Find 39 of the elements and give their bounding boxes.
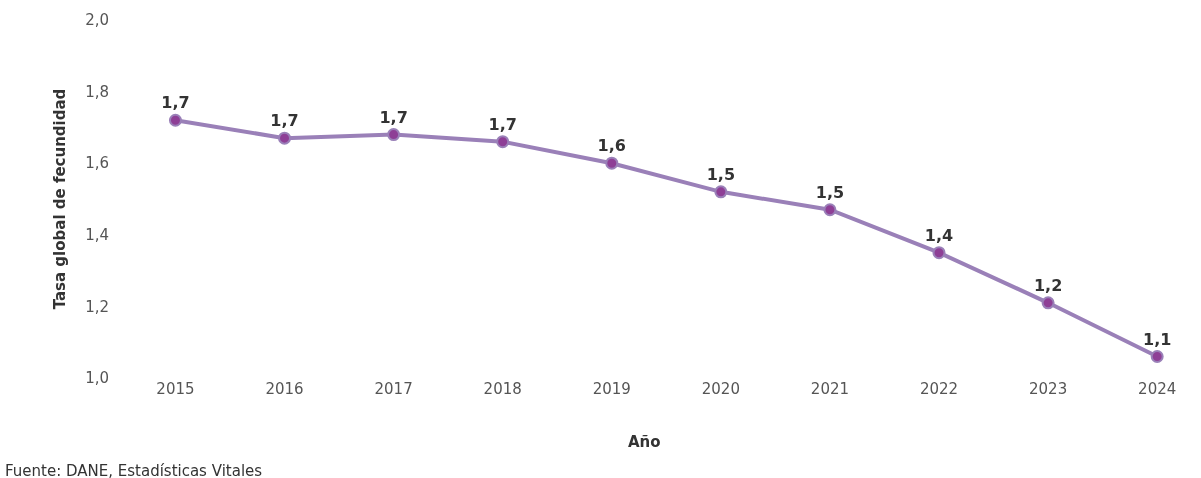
data-label: 1,5 [706, 164, 736, 184]
x-tick-label: 2023 [1029, 380, 1068, 398]
point [496, 135, 510, 149]
x-axis-title: Año [628, 433, 661, 451]
x-tick-label: 2024 [1138, 380, 1177, 398]
point [387, 128, 401, 142]
data-label: 1,7 [161, 93, 190, 113]
data-label: 1,6 [597, 136, 626, 156]
point [168, 113, 182, 127]
point [1041, 296, 1055, 310]
y-tick-label: 1,0 [85, 369, 109, 388]
x-tick-label: 2018 [483, 380, 522, 398]
data-label: 1,7 [270, 111, 299, 131]
point [714, 185, 728, 199]
x-tick-label: 2016 [265, 380, 304, 398]
data-label: 1,1 [1143, 329, 1172, 349]
source-note: Fuente: DANE, Estadísticas Vitales [5, 462, 263, 478]
point [605, 156, 619, 170]
data-label: 1,5 [815, 182, 845, 202]
x-tick-label: 2017 [374, 380, 413, 398]
y-tick-label: 2,0 [85, 11, 109, 30]
point [278, 131, 292, 145]
y-tick-label: 1,8 [85, 82, 109, 101]
data-label: 1,2 [1033, 275, 1063, 295]
y-axis-title: Tasa global de fecundidad [51, 88, 70, 310]
x-tick-label: 2022 [919, 380, 959, 398]
data-label: 1,7 [379, 107, 408, 127]
x-tick-label: 2019 [592, 380, 631, 398]
y-tick-label: 1,6 [85, 154, 109, 173]
data-label: 1,7 [488, 114, 517, 134]
x-tick-label: 2020 [701, 380, 740, 398]
data-label: 1,4 [924, 225, 954, 245]
x-tick-label: 2021 [810, 380, 850, 398]
y-tick-label: 1,4 [85, 226, 109, 245]
point [1150, 350, 1164, 364]
x-tick-label: 2015 [156, 380, 195, 398]
point [932, 246, 946, 260]
y-tick-label: 1,2 [85, 297, 109, 316]
point [823, 203, 837, 217]
